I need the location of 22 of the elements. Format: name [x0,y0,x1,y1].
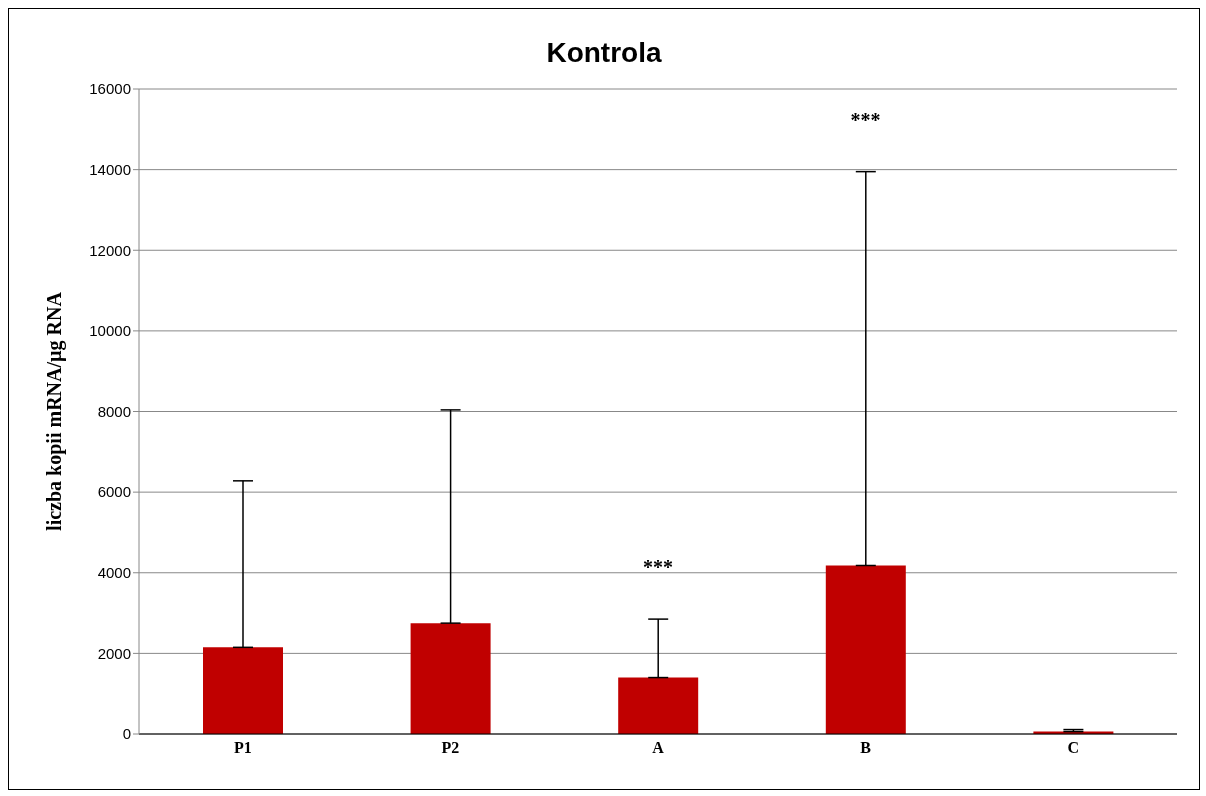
y-axis-title: liczba kopii mRNA/µg RNA [43,291,67,531]
bar [618,677,699,734]
y-tick-label: 2000 [97,644,131,662]
y-tick-label: 6000 [97,483,131,501]
bar [410,623,491,734]
y-tick-label: 0 [122,725,131,743]
annotation: *** [850,108,881,131]
x-tick-label: C [1067,739,1079,757]
y-tick-label: 16000 [89,80,131,98]
y-tick-label: 12000 [89,241,131,259]
annotation: *** [643,556,673,579]
bar [825,565,906,734]
bar [203,647,283,734]
y-tick-label: 14000 [89,160,131,178]
y-tick-label: 4000 [97,564,131,582]
chart-title: Kontrola [545,37,663,69]
x-tick-label: A [652,739,665,757]
x-tick-label: B [860,739,872,757]
x-tick-label: P2 [441,739,460,757]
x-tick-label: P1 [233,739,252,757]
y-tick-label: 10000 [89,322,131,340]
y-tick-label: 8000 [97,402,131,420]
